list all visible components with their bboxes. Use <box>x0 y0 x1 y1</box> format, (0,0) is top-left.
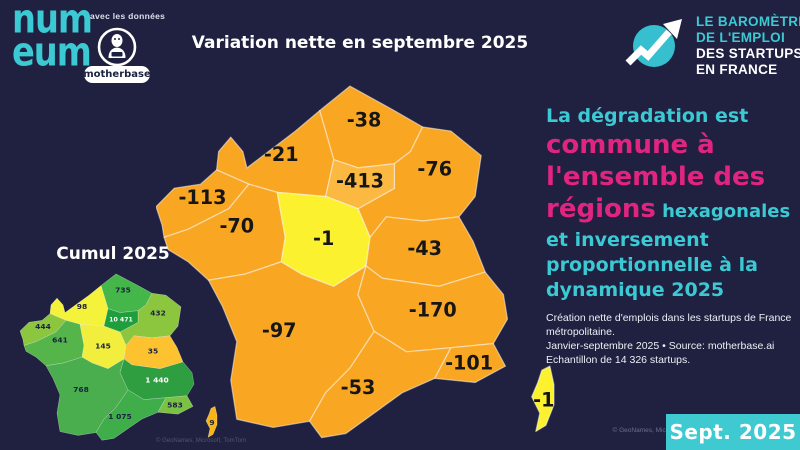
value-nouvelle-aquitaine: -97 <box>262 319 297 342</box>
value-hauts-de-france: 735 <box>115 285 131 294</box>
headline-line7: dynamique 2025 <box>546 279 725 301</box>
value-occitanie: -53 <box>341 376 376 399</box>
value-corse: -1 <box>533 388 554 411</box>
value-bourgogne-franche-comte: -43 <box>407 237 442 260</box>
methodology-note: Création nette d'emplois dans les startu… <box>546 311 798 367</box>
map-attribution-providers: © GeoNames, Microsoft, TomTom <box>612 427 711 434</box>
headline-line6: proportionnelle à la <box>546 254 758 276</box>
barometer-wordmark: LE BAROMÈTRE DE L'EMPLOI DES STARTUPS EN… <box>696 14 800 78</box>
value-grand-est: 432 <box>150 309 166 318</box>
headline-line4-teal: hexagonales <box>655 201 791 222</box>
headline: La dégradation est commune à l'ensemble … <box>546 104 796 303</box>
cumul-map-title: Cumul 2025 <box>56 244 170 264</box>
date-badge: Sept. 2025 <box>666 414 800 450</box>
value-ile-de-france: 10 471 <box>109 316 133 323</box>
value-paca: 583 <box>167 401 183 410</box>
value-pays-de-la-loire: -70 <box>219 215 254 238</box>
value-occitanie: 1 075 <box>108 412 131 421</box>
value-bretagne: -113 <box>178 186 226 209</box>
map-cumul-2025: 735 98 10 471 432 444 641 145 35 768 1 4… <box>20 273 218 441</box>
map-variation-septembre: -38 -21 -413 -76 -113 -70 -1 -43 -97 -17… <box>156 85 555 439</box>
headline-line3: l'ensemble des <box>546 162 766 192</box>
value-centre-val-de-loire: 145 <box>95 342 111 351</box>
headline-line4: régions hexagonales <box>546 193 796 228</box>
motherbase-wordmark: motherbase <box>83 66 151 83</box>
value-ile-de-france: -413 <box>336 170 384 193</box>
value-pays-de-la-loire: 641 <box>52 336 68 345</box>
numeum-logo-line1: num <box>12 0 93 43</box>
value-bourgogne-franche-comte: 35 <box>148 346 158 355</box>
headline-line2: commune à <box>546 130 715 160</box>
value-grand-est: -76 <box>417 157 452 180</box>
data-source-tagline: avec les données <box>90 11 166 21</box>
barometer-line1: LE BAROMÈTRE <box>696 14 800 29</box>
value-auvergne-rhone-alpes: -170 <box>409 298 457 321</box>
barometer-line3: DES STARTUPS <box>696 46 800 61</box>
trend-arrow-icon <box>625 19 682 67</box>
barometer-line2: DE L'EMPLOI <box>696 30 786 45</box>
numeum-logo: num eum <box>12 0 93 76</box>
methodology-line2: métropolitaine. <box>546 326 615 338</box>
barometer-line4: EN FRANCE <box>696 62 778 77</box>
value-bretagne: 444 <box>35 322 51 331</box>
variation-map-title: Variation nette en septembre 2025 <box>191 33 529 53</box>
methodology-line4: Echantillon de 14 326 startups. <box>546 354 691 366</box>
value-centre-val-de-loire: -1 <box>313 227 334 250</box>
map-attribution-small: © GeoNames, Microsoft, TomTom <box>156 438 246 444</box>
value-normandie: -21 <box>264 143 299 166</box>
value-normandie: 98 <box>77 302 87 311</box>
value-paca: -101 <box>445 351 493 374</box>
headline-line1: La dégradation est <box>546 105 749 127</box>
value-corse: 9 <box>209 418 214 427</box>
motherbase-doll-icon <box>97 27 137 67</box>
value-auvergne-rhone-alpes: 1 440 <box>145 375 168 384</box>
value-nouvelle-aquitaine: 768 <box>73 385 89 394</box>
headline-line5: et inversement <box>546 229 709 251</box>
methodology-line3: Janvier-septembre 2025 • Source: motherb… <box>546 340 775 352</box>
value-hauts-de-france: -38 <box>347 108 382 131</box>
headline-line4-pink: régions <box>546 194 656 224</box>
methodology-line1: Création nette d'emplois dans les startu… <box>546 312 792 324</box>
numeum-logo-line2: eum <box>12 27 92 76</box>
